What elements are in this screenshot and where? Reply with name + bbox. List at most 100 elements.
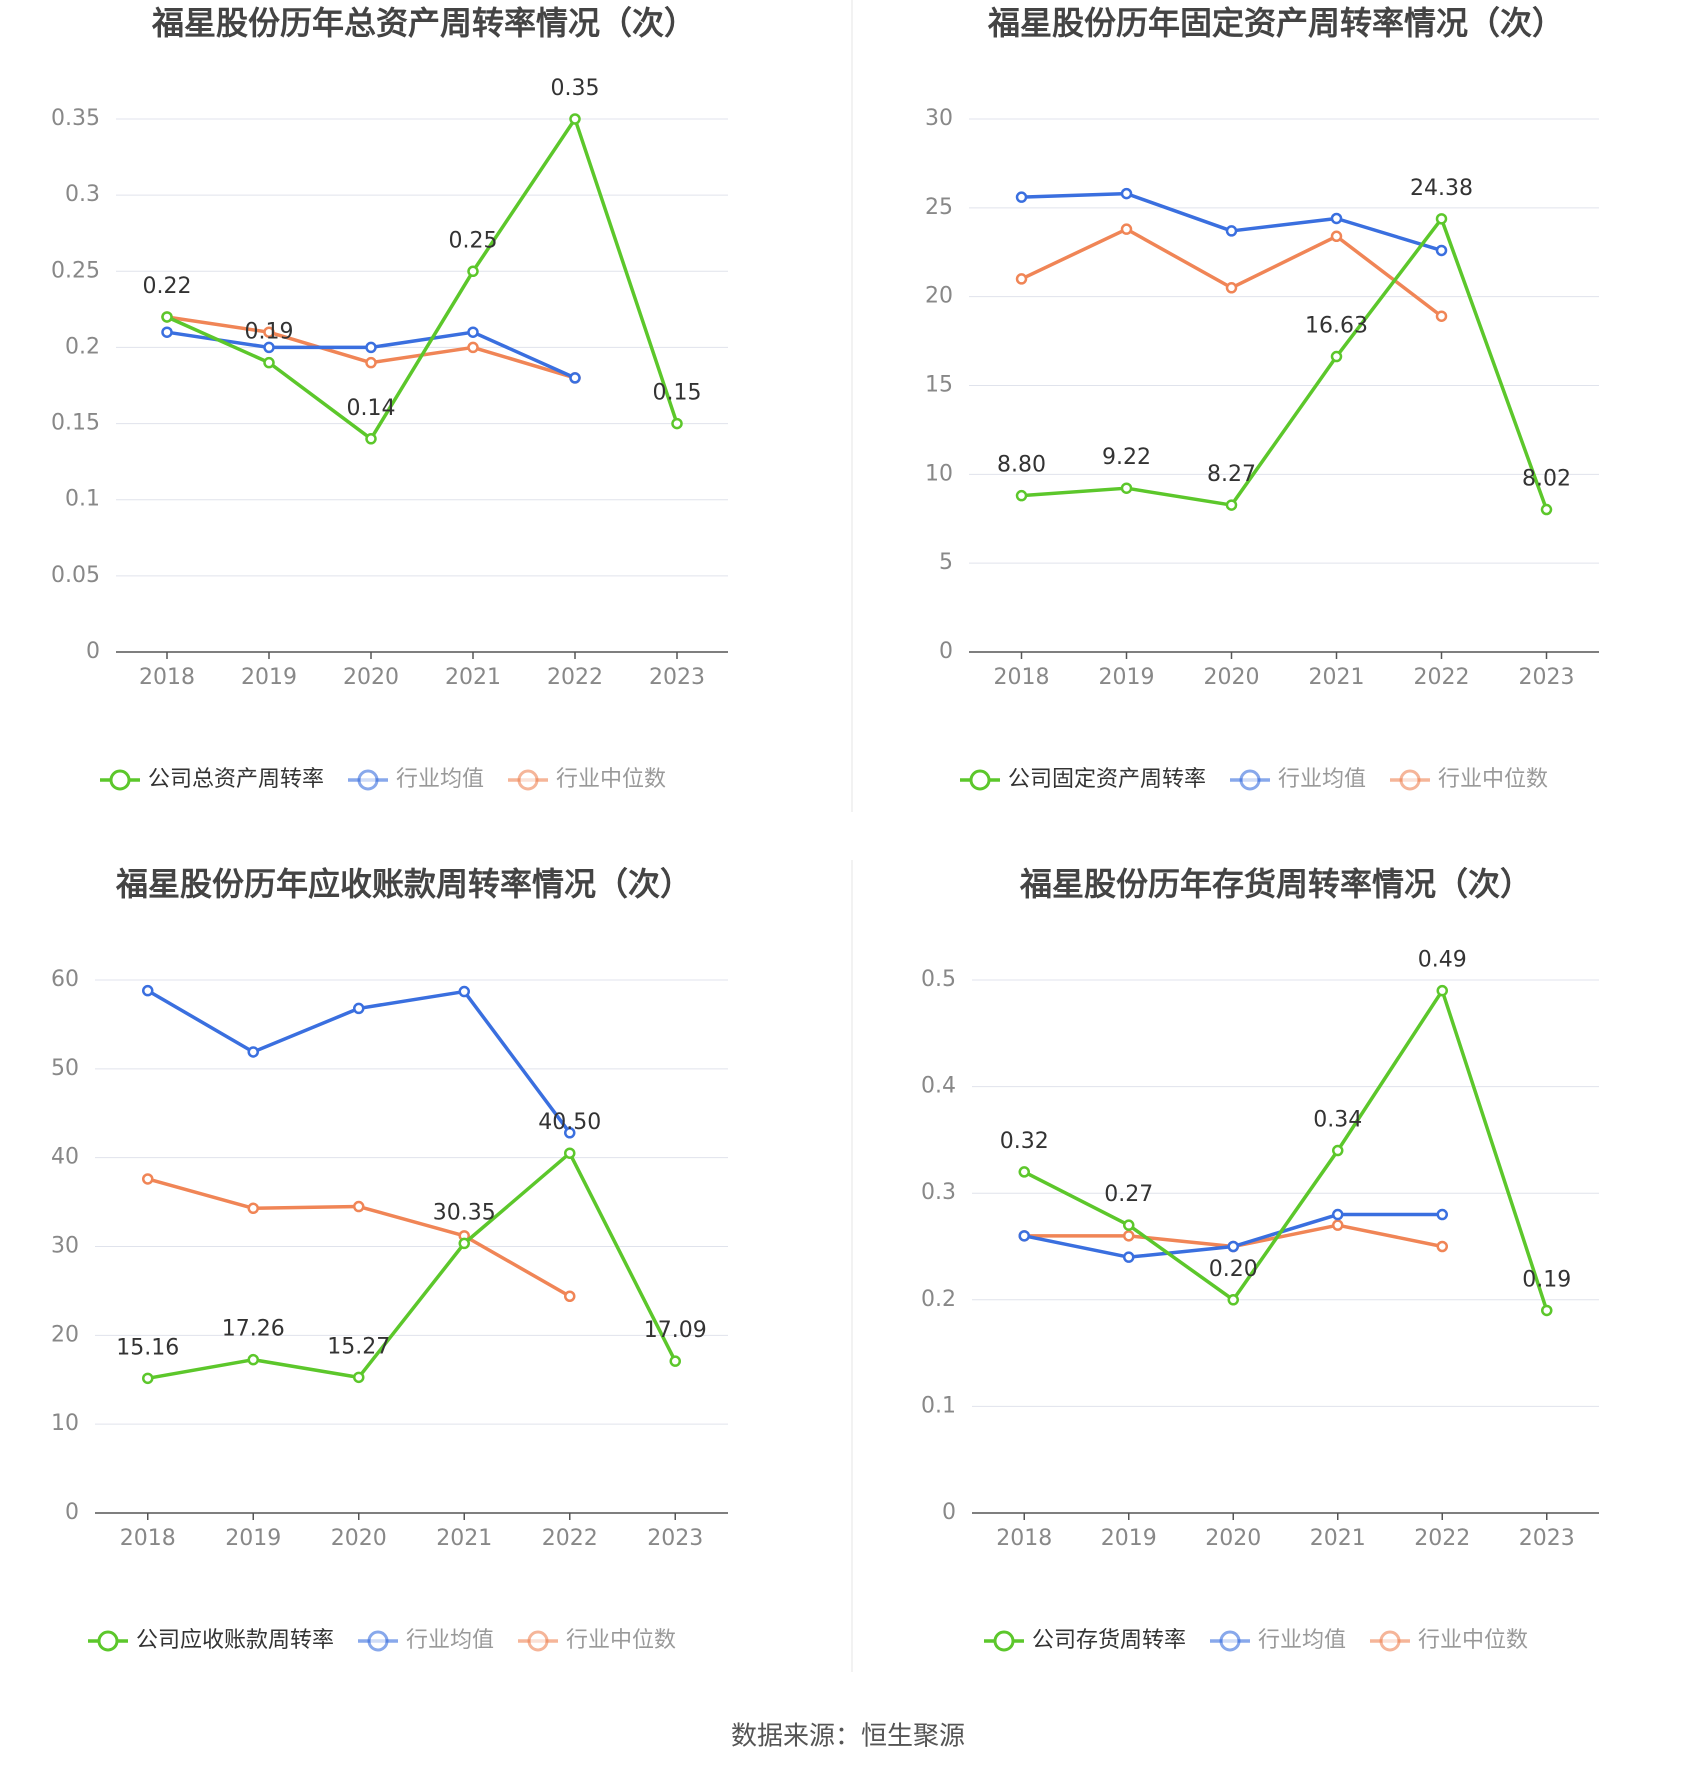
- y-tick-label: 10: [925, 461, 953, 486]
- y-tick-label: 0: [942, 1500, 956, 1525]
- series-line: [166, 117, 679, 441]
- y-tick-label: 50: [51, 1056, 79, 1081]
- data-point: [353, 1002, 365, 1015]
- x-tick-label: 2019: [241, 665, 297, 690]
- legend-marker: [97, 1630, 119, 1652]
- x-tick-label: 2019: [225, 1526, 281, 1551]
- chart-title: 福星股份历年总资产周转率情况（次）: [151, 4, 696, 42]
- data-point: [1330, 212, 1343, 225]
- data-point: [467, 265, 479, 278]
- data-label: 8.27: [1207, 462, 1256, 487]
- data-label: 9.22: [1102, 445, 1151, 470]
- series-line: [166, 330, 576, 380]
- data-point: [142, 1173, 154, 1185]
- legend-marker: [993, 1630, 1015, 1652]
- data-point: [142, 984, 154, 997]
- data-point: [1436, 984, 1448, 997]
- series-line: [147, 1177, 571, 1298]
- legend-marker: [1399, 769, 1421, 791]
- data-point: [1015, 191, 1028, 203]
- data-point: [247, 1353, 259, 1366]
- data-point: [365, 433, 377, 445]
- data-point: [671, 417, 683, 430]
- x-tick-label: 2018: [996, 1526, 1052, 1551]
- y-tick-label: 30: [925, 106, 953, 131]
- x-tick-label: 2023: [1519, 665, 1575, 690]
- x-tick-label: 2021: [436, 1526, 492, 1551]
- y-tick-label: 5: [939, 550, 953, 575]
- y-tick-label: 40: [51, 1145, 79, 1170]
- legend-marker: [1379, 1630, 1401, 1652]
- legend-label: 行业均值: [406, 1628, 494, 1653]
- y-tick-label: 25: [925, 195, 953, 220]
- y-tick-label: 0.05: [51, 563, 100, 588]
- x-tick-label: 2022: [547, 665, 603, 690]
- x-tick-label: 2019: [1099, 665, 1155, 690]
- x-tick-label: 2018: [139, 665, 195, 690]
- source: 数据来源：恒生聚源: [731, 1722, 965, 1752]
- x-tick-label: 2020: [1204, 665, 1260, 690]
- y-tick-label: 0.3: [921, 1180, 956, 1205]
- data-label: 0.34: [1313, 1108, 1362, 1133]
- x-tick-label: 2023: [1519, 1526, 1575, 1551]
- legend-label: 公司应收账款周转率: [136, 1628, 334, 1653]
- data-point: [1018, 1230, 1030, 1242]
- legend-label: 行业中位数: [1438, 767, 1548, 792]
- data-label: 0.15: [653, 381, 702, 406]
- data-point: [142, 1372, 154, 1385]
- y-tick-label: 60: [51, 967, 79, 992]
- data-point: [1123, 1219, 1135, 1231]
- data-point: [467, 341, 479, 354]
- data-point: [1120, 223, 1133, 235]
- data-point: [353, 1200, 365, 1213]
- y-tick-label: 0.1: [921, 1393, 956, 1418]
- legend-label: 公司固定资产周转率: [1008, 767, 1206, 792]
- data-point: [263, 341, 275, 354]
- data-point: [458, 1237, 470, 1250]
- x-tick-label: 2020: [331, 1526, 387, 1551]
- x-tick-label: 2018: [120, 1526, 176, 1551]
- legend-marker: [109, 769, 131, 791]
- data-point: [1225, 499, 1238, 511]
- data-point: [247, 1046, 259, 1058]
- chart-title: 福星股份历年应收账款周转率情况（次）: [115, 865, 692, 903]
- legend-label: 行业均值: [396, 767, 484, 792]
- y-tick-label: 0: [86, 639, 100, 664]
- data-label: 16.63: [1305, 314, 1368, 339]
- y-tick-label: 30: [51, 1234, 79, 1259]
- y-tick-label: 0.35: [51, 106, 100, 131]
- data-point: [1436, 1208, 1448, 1221]
- data-label: 17.26: [222, 1317, 285, 1342]
- data-point: [161, 311, 173, 323]
- legend-marker: [1219, 1630, 1241, 1652]
- data-label: 0.19: [245, 320, 294, 345]
- data-label: 8.02: [1522, 467, 1571, 492]
- x-tick-label: 2022: [1414, 665, 1470, 690]
- y-tick-label: 0: [65, 1500, 79, 1525]
- y-tick-label: 0.5: [921, 967, 956, 992]
- data-point: [1435, 213, 1448, 225]
- x-tick-label: 2021: [1310, 1526, 1366, 1551]
- legend-marker: [517, 769, 539, 791]
- data-label: 15.27: [327, 1334, 390, 1359]
- data-label: 17.09: [644, 1318, 707, 1343]
- data-point: [1123, 1230, 1135, 1242]
- data-point: [458, 985, 470, 998]
- data-point: [564, 1127, 576, 1139]
- data-label: 0.22: [143, 274, 192, 299]
- data-point: [1332, 1144, 1344, 1157]
- x-tick-label: 2023: [649, 665, 705, 690]
- data-point: [569, 372, 581, 384]
- x-tick-label: 2021: [445, 665, 501, 690]
- legend-marker: [1239, 769, 1261, 791]
- x-tick-label: 2020: [343, 665, 399, 690]
- data-point: [569, 113, 581, 125]
- data-point: [1435, 244, 1448, 257]
- data-point: [1015, 489, 1028, 502]
- x-tick-label: 2021: [1309, 665, 1365, 690]
- legend-marker: [367, 1630, 389, 1652]
- data-point: [1330, 350, 1343, 363]
- series-line: [1023, 988, 1549, 1312]
- data-point: [1015, 273, 1028, 285]
- legend-label: 行业均值: [1278, 767, 1366, 792]
